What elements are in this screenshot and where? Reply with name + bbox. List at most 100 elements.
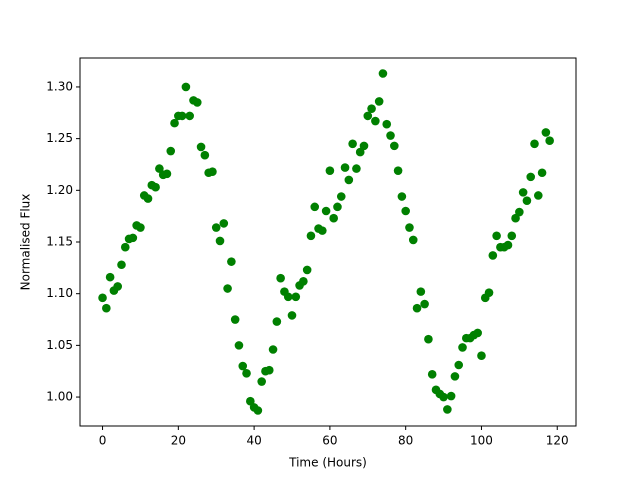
data-point bbox=[511, 213, 520, 223]
data-point bbox=[526, 172, 536, 182]
data-point bbox=[477, 351, 486, 361]
data-point bbox=[390, 141, 399, 151]
data-point bbox=[196, 142, 206, 152]
data-point bbox=[454, 360, 464, 370]
data-point bbox=[117, 260, 126, 270]
x-tick-label: 100 bbox=[470, 434, 493, 448]
data-point bbox=[439, 392, 448, 402]
data-point bbox=[219, 219, 229, 228]
plot-frame bbox=[79, 57, 577, 427]
data-point bbox=[386, 131, 395, 140]
data-point bbox=[246, 396, 255, 406]
data-point bbox=[533, 191, 543, 200]
data-point bbox=[427, 370, 437, 379]
y-tick-label: 1.00 bbox=[46, 390, 73, 404]
data-point bbox=[181, 82, 191, 92]
data-point bbox=[340, 163, 350, 172]
data-point bbox=[473, 328, 482, 338]
data-point bbox=[227, 257, 236, 266]
data-point bbox=[371, 116, 380, 126]
data-point bbox=[223, 284, 232, 293]
data-point bbox=[200, 150, 210, 160]
y-axis-label: Normalised Flux bbox=[19, 194, 33, 291]
data-point bbox=[393, 166, 403, 175]
data-point bbox=[185, 111, 194, 121]
data-point bbox=[306, 231, 316, 241]
data-point bbox=[443, 405, 452, 414]
data-point bbox=[113, 282, 123, 291]
data-point bbox=[344, 175, 354, 185]
data-point bbox=[367, 104, 376, 113]
data-point bbox=[329, 213, 338, 223]
data-point bbox=[155, 164, 164, 173]
data-point bbox=[492, 231, 501, 241]
data-point bbox=[522, 196, 532, 205]
data-point bbox=[211, 223, 221, 232]
y-tick-label: 1.25 bbox=[46, 131, 73, 145]
data-point bbox=[242, 368, 251, 378]
data-point bbox=[102, 303, 111, 313]
data-point bbox=[408, 235, 418, 245]
data-point bbox=[458, 343, 467, 352]
data-point bbox=[162, 169, 172, 179]
data-point bbox=[128, 233, 138, 243]
data-point bbox=[264, 365, 274, 375]
y-tick-label: 1.30 bbox=[46, 79, 73, 93]
data-point bbox=[268, 345, 278, 354]
data-point bbox=[348, 139, 357, 149]
data-point bbox=[503, 240, 513, 250]
data-point bbox=[446, 391, 456, 401]
x-axis-label: Time (Hours) bbox=[288, 456, 367, 470]
data-point bbox=[412, 303, 422, 313]
x-tick-label: 80 bbox=[398, 434, 413, 448]
data-point bbox=[488, 251, 498, 260]
data-point bbox=[215, 236, 225, 246]
y-tick-label: 1.10 bbox=[46, 286, 73, 300]
data-point bbox=[98, 293, 107, 303]
data-point bbox=[359, 141, 369, 151]
y-tick-label: 1.20 bbox=[46, 183, 73, 197]
x-tick-label: 40 bbox=[246, 434, 261, 448]
data-point bbox=[416, 287, 426, 296]
data-point bbox=[424, 334, 433, 344]
data-point bbox=[420, 299, 429, 309]
data-point bbox=[397, 192, 407, 201]
data-point bbox=[208, 167, 217, 177]
data-point bbox=[450, 372, 460, 381]
data-point bbox=[545, 136, 554, 145]
data-point bbox=[253, 406, 263, 415]
data-point bbox=[177, 111, 187, 121]
data-point bbox=[287, 311, 297, 320]
data-point bbox=[166, 146, 176, 156]
data-point bbox=[325, 166, 335, 175]
data-point bbox=[238, 361, 248, 371]
data-point bbox=[272, 317, 282, 326]
data-point bbox=[105, 272, 115, 282]
y-tick-label: 1.15 bbox=[46, 235, 73, 249]
data-point bbox=[257, 377, 266, 386]
x-tick-label: 0 bbox=[99, 434, 107, 448]
data-point bbox=[515, 207, 524, 217]
data-point bbox=[151, 182, 160, 192]
data-point bbox=[321, 206, 331, 216]
data-point bbox=[401, 206, 410, 216]
data-point bbox=[336, 192, 346, 201]
data-point bbox=[230, 315, 240, 324]
x-tick-label: 60 bbox=[322, 434, 337, 448]
data-point bbox=[291, 292, 301, 302]
data-point bbox=[374, 97, 384, 106]
data-point bbox=[143, 194, 153, 203]
data-point bbox=[120, 242, 130, 252]
data-point bbox=[318, 226, 327, 235]
data-point bbox=[283, 292, 293, 302]
data-point bbox=[363, 111, 373, 121]
data-point bbox=[530, 139, 539, 149]
data-point bbox=[276, 273, 285, 283]
data-point bbox=[192, 98, 202, 107]
data-point bbox=[378, 69, 388, 78]
data-point bbox=[299, 276, 308, 286]
data-point bbox=[405, 223, 414, 232]
y-tick-label: 1.05 bbox=[46, 338, 73, 352]
